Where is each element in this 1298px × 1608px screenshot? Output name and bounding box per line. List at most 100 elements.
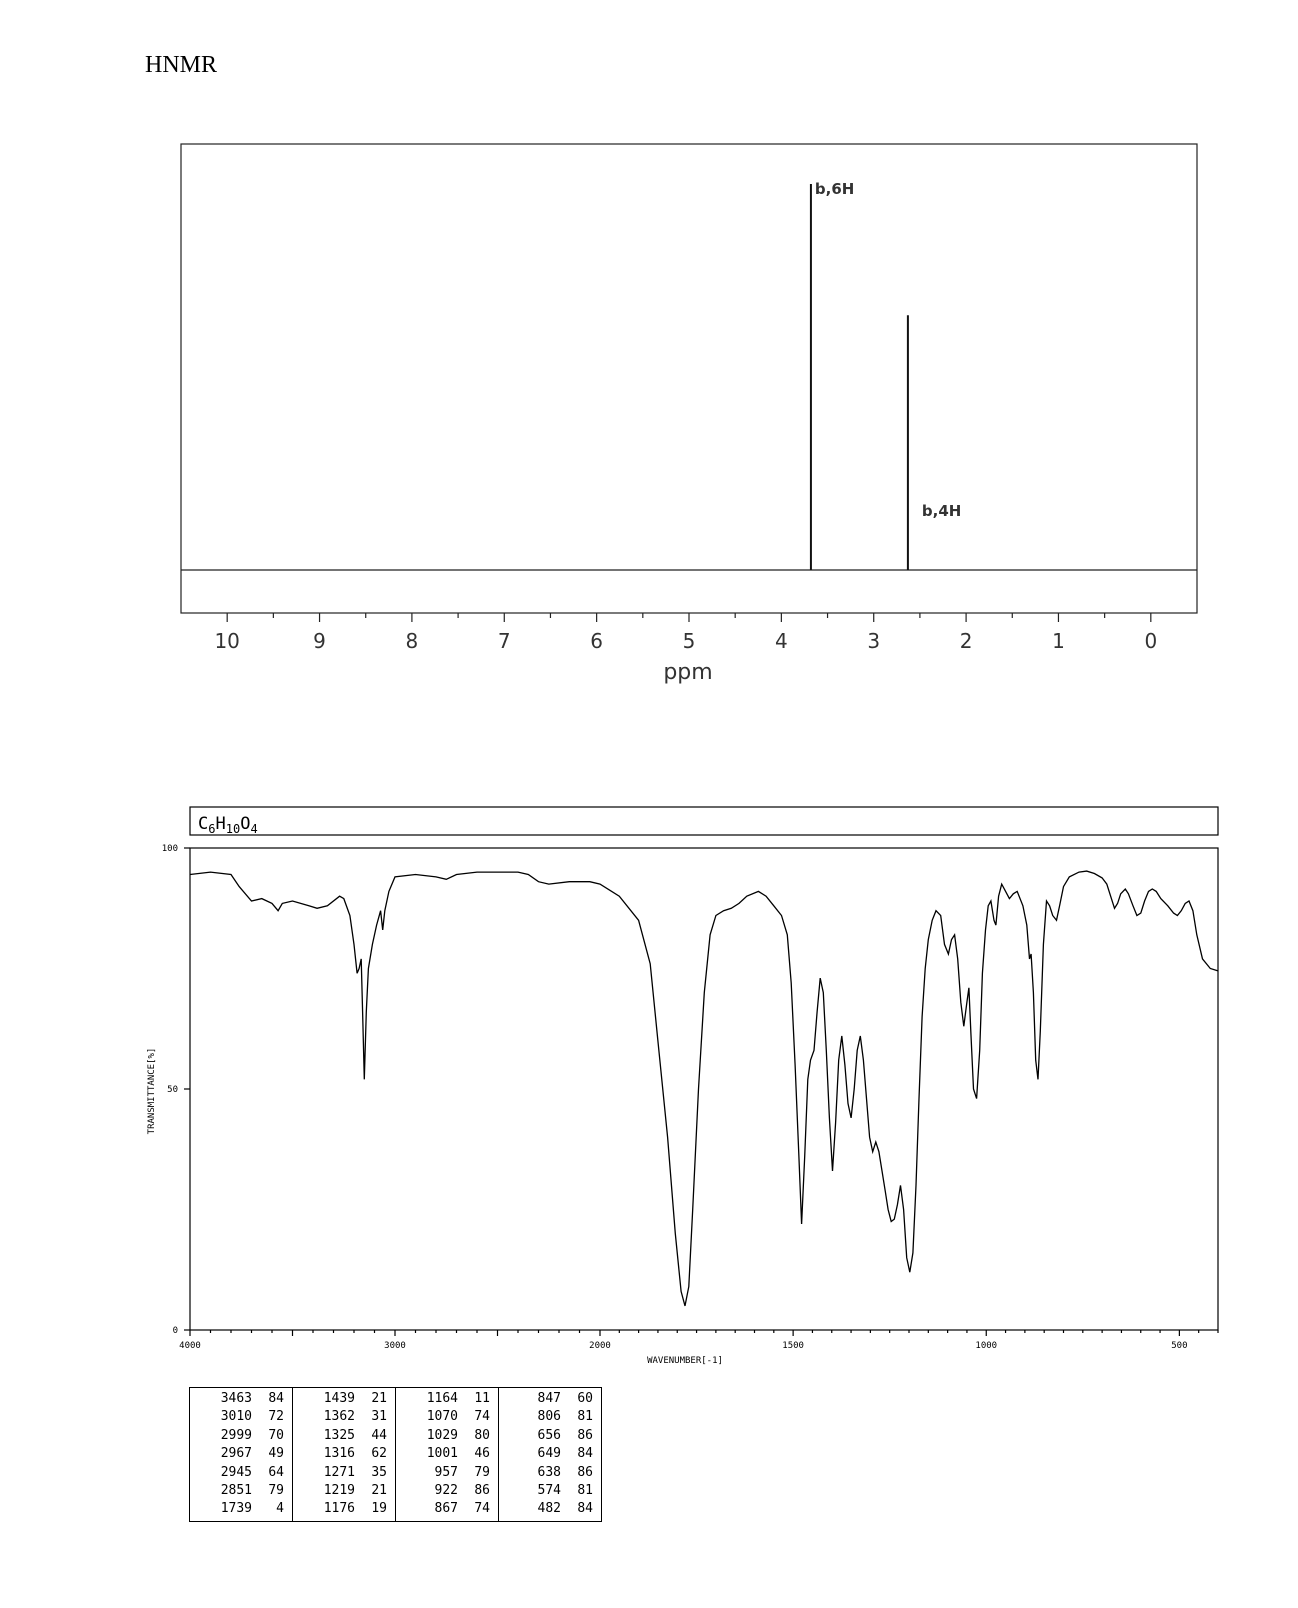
peak-transmittance: 84	[577, 1501, 593, 1517]
peak-table-row: 638 86	[499, 1464, 601, 1482]
peak-wavenumber: 656	[537, 1427, 561, 1443]
nmr-x-tick-label: 1	[1052, 629, 1065, 653]
nmr-chart: 10 9 8 7 6 5 4 3 2 1 0 b,6Hb,4H ppm	[180, 143, 1198, 685]
peak-transmittance: 86	[577, 1427, 593, 1443]
peak-transmittance: 11	[474, 1391, 490, 1406]
ir-y-tick-label: 100	[162, 844, 178, 854]
peak-wavenumber: 1164	[426, 1391, 458, 1406]
nmr-x-tick-label: 2	[960, 629, 973, 653]
nmr-x-axis: 10 9 8 7 6 5 4 3 2 1 0	[214, 613, 1157, 653]
ir-formula: C6H10O4	[198, 814, 258, 836]
nmr-x-tick-label: 0	[1144, 629, 1157, 653]
ir-x-tick-label: 500	[1171, 1341, 1187, 1351]
peak-wavenumber: 482	[537, 1501, 561, 1517]
page-heading: HNMR	[145, 52, 218, 78]
peak-wavenumber: 574	[537, 1482, 561, 1498]
peak-table-row: 1001 46	[396, 1445, 498, 1463]
ir-x-tick-label: 1500	[782, 1341, 804, 1351]
peak-wavenumber: 1739	[220, 1501, 252, 1517]
peak-table-row: 1164 11	[396, 1390, 498, 1408]
peak-transmittance: 81	[577, 1409, 593, 1425]
peak-table-column: 3463 84 3010 72 2999 70 2967 49 2945 64 2851 79 1739…	[190, 1388, 293, 1522]
peak-wavenumber: 867	[434, 1501, 458, 1517]
peak-wavenumber: 1219	[323, 1482, 355, 1498]
peak-table-row: 3010 72	[190, 1408, 292, 1426]
ir-x-axis: 4000 3000 2000 1500 1000 500	[179, 1330, 1219, 1351]
peak-table-row: 1029 80	[396, 1427, 498, 1445]
peak-table-row: 656 86	[499, 1427, 601, 1445]
peak-transmittance: 4	[276, 1501, 284, 1517]
nmr-x-tick-label: 10	[214, 629, 239, 653]
peak-table-row: 3463 84	[190, 1390, 292, 1408]
peak-transmittance: 64	[268, 1464, 284, 1480]
peak-table-row: 2945 64	[190, 1464, 292, 1482]
ir-x-tick-label: 1000	[975, 1341, 997, 1351]
peak-wavenumber: 1325	[323, 1427, 355, 1443]
peak-wavenumber: 2851	[220, 1482, 252, 1498]
peak-wavenumber: 1271	[323, 1464, 355, 1480]
peak-table-row: 574 81	[499, 1482, 601, 1500]
peak-table-row: 1316 62	[293, 1445, 395, 1463]
peak-wavenumber: 649	[537, 1446, 561, 1462]
peak-wavenumber: 638	[537, 1464, 561, 1480]
peak-table-row: 1325 44	[293, 1427, 395, 1445]
peak-transmittance: 60	[577, 1391, 593, 1406]
peak-table-row: 1439 21	[293, 1390, 395, 1408]
peak-table-row: 867 74	[396, 1500, 498, 1518]
ir-y-tick-label: 0	[173, 1326, 178, 1336]
ir-y-tick-label: 50	[167, 1085, 178, 1095]
ir-x-tick-label: 3000	[384, 1341, 406, 1351]
ir-plot-frame	[189, 847, 1219, 1331]
peak-table-row: 482 84	[499, 1500, 601, 1518]
peak-wavenumber: 806	[537, 1409, 561, 1425]
peak-wavenumber: 2967	[220, 1446, 252, 1462]
peak-transmittance: 49	[268, 1446, 284, 1462]
nmr-x-tick-label: 7	[498, 629, 511, 653]
nmr-peaks: b,6H b,4H	[809, 180, 961, 570]
peak-transmittance: 44	[371, 1427, 387, 1443]
peak-table-column: 1439 21 1362 31 1325 44 1316 62 1271 35 1219 21 1176…	[292, 1387, 396, 1522]
nmr-x-tick-label: 3	[867, 629, 880, 653]
peak-table-row: 1176 19	[293, 1500, 395, 1518]
peak-transmittance: 21	[371, 1482, 387, 1498]
peak-table-row: 1271 35	[293, 1464, 395, 1482]
peak-transmittance: 86	[577, 1464, 593, 1480]
peak-table-row: 847 60	[499, 1390, 601, 1408]
peak-table-column: 847 60 806 81 656 86 649 84 638 86 574 81 482 84	[498, 1387, 602, 1522]
peak-table-row: 922 86	[396, 1482, 498, 1500]
peak-wavenumber: 1316	[323, 1446, 355, 1462]
peak-transmittance: 79	[474, 1464, 490, 1480]
peak-transmittance: 46	[474, 1446, 490, 1462]
peak-table-row: 2967 49	[190, 1445, 292, 1463]
peak-table-column: 1164 11 1070 74 1029 80 1001 46 957 79 922 86 867 74	[395, 1387, 499, 1522]
peak-transmittance: 86	[474, 1482, 490, 1498]
peak-transmittance: 74	[474, 1501, 490, 1517]
nmr-x-tick-label: 5	[683, 629, 696, 653]
peak-transmittance: 31	[371, 1409, 387, 1425]
peak-table-row: 1362 31	[293, 1408, 395, 1426]
peak-transmittance: 84	[577, 1446, 593, 1462]
peak-wavenumber: 3463	[220, 1391, 252, 1406]
peak-transmittance: 35	[371, 1464, 387, 1480]
peak-transmittance: 80	[474, 1427, 490, 1443]
peak-table-row: 2999 70	[190, 1427, 292, 1445]
peak-wavenumber: 1029	[426, 1427, 458, 1443]
peak-transmittance: 79	[268, 1482, 284, 1498]
nmr-x-axis-label: ppm	[663, 660, 712, 685]
ir-title-box	[189, 806, 1219, 836]
peak-transmittance: 19	[371, 1501, 387, 1517]
peak-table-row: 1070 74	[396, 1408, 498, 1426]
nmr-x-tick-label: 6	[590, 629, 603, 653]
peak-transmittance: 70	[268, 1427, 284, 1443]
nmr-peak-label: b,4H	[922, 502, 961, 520]
peak-wavenumber: 1070	[426, 1409, 458, 1425]
ir-spectrum-line	[189, 870, 1219, 1307]
nmr-x-tick-label: 8	[406, 629, 419, 653]
ir-peak-table: 3463 84 3010 72 2999 70 2967 49 2945 64 2851 79 1739…	[189, 1387, 602, 1522]
nmr-peak-label: b,6H	[815, 180, 854, 198]
nmr-x-tick-label: 9	[313, 629, 326, 653]
peak-transmittance: 62	[371, 1446, 387, 1462]
peak-wavenumber: 847	[537, 1391, 561, 1406]
peak-wavenumber: 3010	[220, 1409, 252, 1425]
peak-wavenumber: 1439	[323, 1391, 355, 1406]
